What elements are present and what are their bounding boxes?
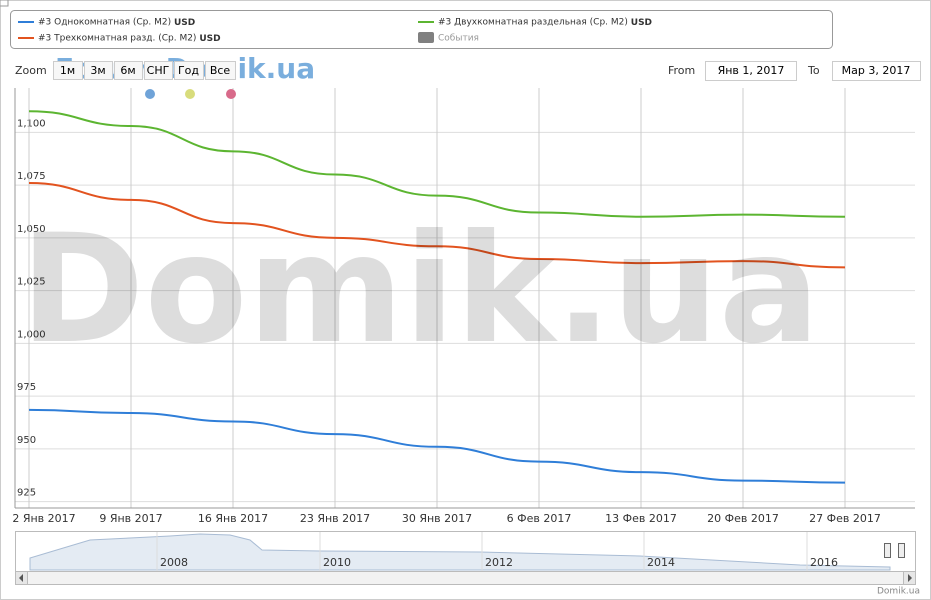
legend-label[interactable]: #3 Однокомнатная (Ср. М2) USD [38,18,195,28]
marker-dot [145,89,155,99]
y-tick-label: 925 [17,488,36,499]
zoom-button-label[interactable]: 6м [120,64,135,77]
x-tick-label: 30 Янв 2017 [402,512,472,525]
legend-unit: USD [199,34,220,44]
arrow [19,574,23,582]
credits: Domik.ua [877,587,920,597]
zoom-label: Zoom [15,64,47,77]
x-tick-label: 20 Фев 2017 [707,512,779,525]
nav-handle[interactable] [884,543,891,558]
zoom-button[interactable] [114,61,143,80]
x-tick-label: 2 Янв 2017 [12,512,75,525]
legend-label[interactable]: #3 Двухкомнатная раздельная (Ср. М2) USD [438,18,652,28]
nav-year-label: 2016 [810,556,838,569]
x-tick-label: 13 Фев 2017 [605,512,677,525]
legend-swatch[interactable] [418,32,434,43]
zoom-button[interactable] [53,61,83,80]
zoom-button-label[interactable]: 3м [90,64,105,77]
to-input[interactable] [832,61,921,81]
x-tick-label: 16 Янв 2017 [198,512,268,525]
y-tick-label: 1,025 [17,277,46,288]
nav-year-label: 2014 [647,556,675,569]
series-line [28,110,846,218]
y-tick-label: 1,100 [17,118,46,129]
legend-label[interactable]: События [438,34,479,44]
corner-mark [0,0,9,7]
y-tick-label: 1,000 [17,329,46,340]
y-tick-label: 950 [17,435,36,446]
nav-year-label: 2008 [160,556,188,569]
watermark: Domik.ua [20,203,820,377]
from-value[interactable]: Янв 1, 2017 [718,64,785,77]
series-line [28,408,846,484]
to-value[interactable]: Мар 3, 2017 [842,64,911,77]
x-tick-label: 9 Янв 2017 [99,512,162,525]
marker-dot [185,89,195,99]
to-label: To [807,64,820,77]
y-tick-label: 1,075 [17,171,46,182]
marker-dot [226,89,236,99]
zoom-button[interactable] [84,61,113,80]
legend-box [10,10,833,49]
nav-year-label: 2010 [323,556,351,569]
scrollbar[interactable] [15,571,916,585]
y-tick-label: 975 [17,382,36,393]
zoom-button-label[interactable]: Год [178,64,199,77]
navigator [15,531,916,585]
x-tick-label: 6 Фев 2017 [507,512,572,525]
nav-handle[interactable] [898,543,905,558]
zoom-button[interactable] [205,61,236,80]
zoom-button[interactable] [174,61,204,80]
legend-label[interactable]: #3 Трехкомнатная разд. (Ср. М2) USD [38,34,221,44]
from-label: From [668,64,695,77]
zoom-button[interactable] [144,61,173,80]
navigator-area [29,533,891,571]
nav-year-label: 2012 [485,556,513,569]
x-tick-label: 23 Янв 2017 [300,512,370,525]
from-input[interactable] [705,61,797,81]
arrow [908,574,912,582]
legend-unit: USD [174,18,195,28]
zoom-button-label[interactable]: Все [210,64,231,77]
x-tick-label: 27 Фев 2017 [809,512,881,525]
series-line [28,181,846,269]
zoom-button-label[interactable]: СНГ [147,64,170,77]
zoom-button-label[interactable]: 1м [60,64,75,77]
y-tick-label: 1,050 [17,224,46,235]
legend-unit: USD [631,18,652,28]
